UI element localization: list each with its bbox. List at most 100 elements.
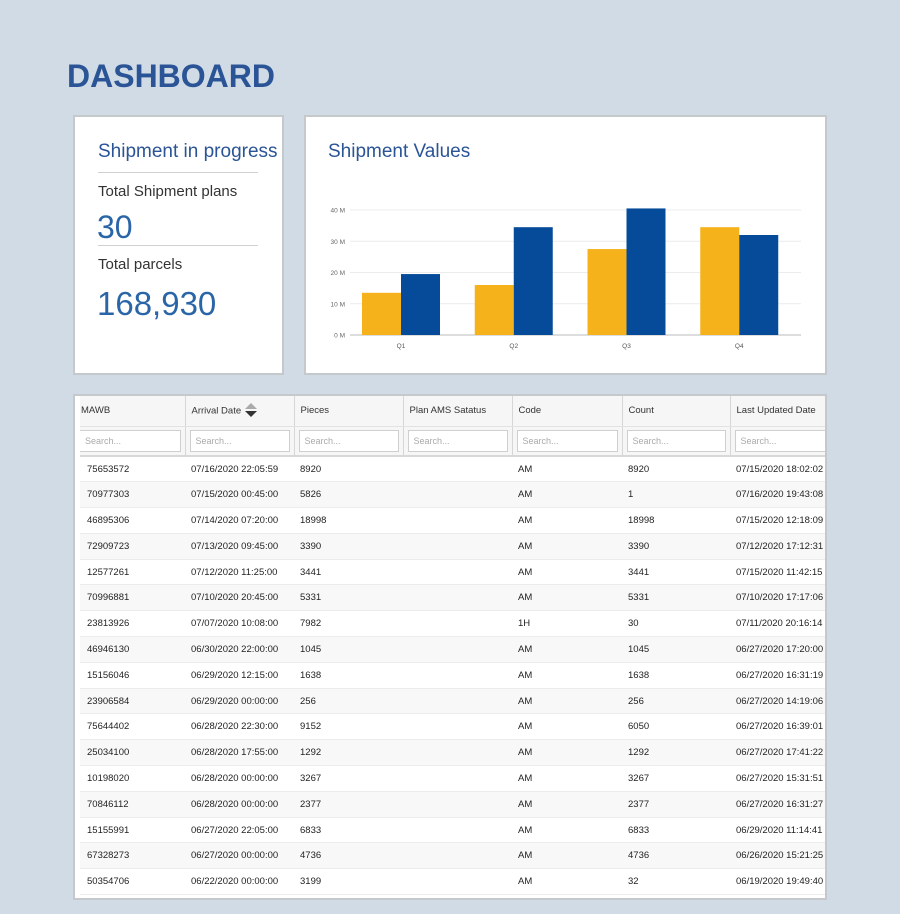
table-row[interactable]: 46895306 07/14/2020 07:20:00 18998 AM 18998 0… (75, 507, 825, 534)
table-cell: 3199 (294, 868, 403, 896)
column-mawb-filter-cell (75, 426, 186, 457)
table-cell: 06/27/2020 17:41:22 (730, 739, 825, 767)
table-cell: AM (512, 868, 622, 896)
table-cell: AM (512, 559, 622, 586)
table-row[interactable]: 10198020 06/28/2020 00:00:00 3267 AM 3267 06/… (75, 765, 825, 792)
table-cell: 07/15/2020 00:45:00 (185, 481, 294, 509)
bar-q2-series-1[interactable] (474, 285, 514, 335)
table-cell: 4736 (622, 842, 730, 870)
table-row[interactable]: 75644402 06/28/2020 22:30:00 9152 AM 6050 06/… (75, 713, 825, 741)
table-cell: AM (512, 713, 622, 741)
table-cell: 15156046 (75, 662, 185, 689)
table-cell: AM (512, 481, 622, 509)
table-cell: 8920 (294, 456, 403, 483)
table-cell: AM (512, 456, 622, 483)
table-cell: 07/15/2020 18:02:02 (730, 456, 825, 483)
table-cell: 06/26/2020 15:21:25 (730, 842, 825, 870)
table-cell: 72909723 (75, 533, 185, 560)
table-filter-row (75, 426, 825, 457)
column-last-updated-label: Last Updated Date (736, 405, 816, 417)
table-cell: 1H (512, 610, 622, 638)
x-tick-label: Q1 (397, 343, 406, 350)
table-cell: 75653572 (75, 456, 185, 483)
column-mawb-label: MAWB (81, 405, 111, 417)
y-tick-label: 30 M (331, 239, 345, 246)
table-cell: 23906584 (75, 688, 185, 715)
column-last-updated-header[interactable]: Last Updated Date (730, 396, 825, 427)
table-cell: 07/15/2020 11:42:15 (730, 559, 825, 586)
column-mawb-header[interactable]: MAWB (75, 396, 186, 427)
table-cell: 3267 (294, 765, 403, 792)
table-cell: 30 (622, 610, 730, 638)
bar-q4-series-1[interactable] (700, 227, 740, 335)
table-cell: AM (512, 636, 622, 663)
table-cell: 75644402 (75, 713, 185, 741)
table-cell: 1 (622, 481, 730, 509)
table-row[interactable]: 25034100 06/28/2020 17:55:00 1292 AM 1292 06/… (75, 739, 825, 767)
table-cell: AM (512, 688, 622, 715)
table-cell: 06/27/2020 15:31:51 (730, 765, 825, 792)
table-cell: 3441 (294, 559, 403, 586)
table-row[interactable]: 70846112 06/28/2020 00:00:00 2377 AM 2377 06/… (75, 791, 825, 818)
table-row[interactable]: 23813926 07/07/2020 10:08:00 7982 1H 30 07/11… (75, 610, 825, 638)
table-cell: 07/12/2020 11:25:00 (185, 559, 294, 586)
table-row[interactable]: 70996881 07/10/2020 20:45:00 5331 AM 5331 07/… (75, 584, 825, 612)
table-cell: 2377 (622, 791, 730, 818)
table-cell: 46895306 (75, 507, 185, 534)
table-row[interactable]: 75653572 07/16/2020 22:05:59 8920 AM 8920 07/… (75, 456, 825, 483)
table-cell: 12577261 (75, 559, 185, 586)
table-cell: 06/29/2020 11:14:41 (730, 817, 825, 844)
bar-q3-series-1[interactable] (587, 249, 627, 335)
column-pieces-header[interactable]: Pieces (294, 396, 404, 427)
bar-q2-series-2[interactable] (513, 227, 553, 335)
total-plans-label: Total Shipment plans (98, 183, 238, 200)
table-row[interactable]: 72909723 07/13/2020 09:45:00 3390 AM 3390 07/… (75, 533, 825, 560)
table-cell: 1638 (622, 662, 730, 689)
bar-q3-series-2[interactable] (626, 208, 666, 335)
table-row[interactable]: 12577261 07/12/2020 11:25:00 3441 AM 3441 07/… (75, 559, 825, 586)
y-tick-label: 0 M (334, 333, 345, 340)
table-cell: 18998 (622, 507, 730, 534)
code-search-input[interactable] (516, 429, 618, 452)
shipments-table: MAWB Arrival Date Pieces Plan AMS Satatus Co… (75, 396, 825, 896)
divider (98, 245, 258, 246)
table-row[interactable]: 15155991 06/27/2020 22:05:00 6833 AM 6833 06/… (75, 817, 825, 844)
table-row[interactable]: 23906584 06/29/2020 00:00:00 256 AM 256 06/27… (75, 688, 825, 715)
bar-q4-series-2[interactable] (739, 235, 779, 335)
table-cell: 4736 (294, 842, 403, 870)
column-arrival-date-header[interactable]: Arrival Date (185, 396, 295, 427)
bar-q1-series-1[interactable] (362, 292, 401, 335)
table-cell: 256 (622, 688, 730, 715)
table-cell: 06/27/2020 16:31:19 (730, 662, 825, 689)
table-row[interactable]: 46946130 06/30/2020 22:00:00 1045 AM 1045 06/… (75, 636, 825, 663)
table-cell (403, 739, 512, 767)
table-cell: 6050 (622, 713, 730, 741)
bar-q1-series-2[interactable] (401, 274, 440, 335)
sort-icon[interactable] (245, 402, 258, 419)
column-plan-ams-status-header[interactable]: Plan AMS Satatus (403, 396, 513, 427)
mawb-search-input[interactable] (79, 429, 181, 452)
last-updated-search-input[interactable] (734, 429, 825, 452)
table-row[interactable]: 50354706 06/22/2020 00:00:00 3199 AM 32 06/19… (75, 868, 825, 896)
column-code-header[interactable]: Code (512, 396, 623, 427)
arrival-date-search-input[interactable] (189, 429, 290, 452)
pieces-search-input[interactable] (298, 429, 399, 452)
table-cell: 07/16/2020 19:43:08 (730, 481, 825, 509)
column-count-header[interactable]: Count (622, 396, 731, 427)
table-row[interactable]: 70977303 07/15/2020 00:45:00 5826 AM 1 07/16/… (75, 481, 825, 509)
count-search-input[interactable] (626, 429, 726, 452)
shipment-values-chart: 0 M 10 M 20 M 30 M 40 M Q1 Q2 Q3 Q4 (331, 208, 801, 350)
column-count-label: Count (628, 405, 654, 417)
table-cell: 1638 (294, 662, 403, 689)
table-cell (403, 791, 512, 818)
table-cell: 50354706 (75, 868, 185, 896)
column-pieces-label: Pieces (300, 405, 330, 417)
shipment-progress-card: Shipment in progress Total Shipment plan… (73, 115, 284, 375)
table-row[interactable]: 15156046 06/29/2020 12:15:00 1638 AM 1638 06/… (75, 662, 825, 689)
table-cell (403, 533, 512, 560)
table-cell (403, 765, 512, 792)
table-cell (403, 842, 512, 870)
table-row[interactable]: 67328273 06/27/2020 00:00:00 4736 AM 4736 06/… (75, 842, 825, 870)
table-cell: 07/10/2020 17:17:06 (730, 584, 825, 612)
plan-ams-status-search-input[interactable] (407, 429, 508, 452)
